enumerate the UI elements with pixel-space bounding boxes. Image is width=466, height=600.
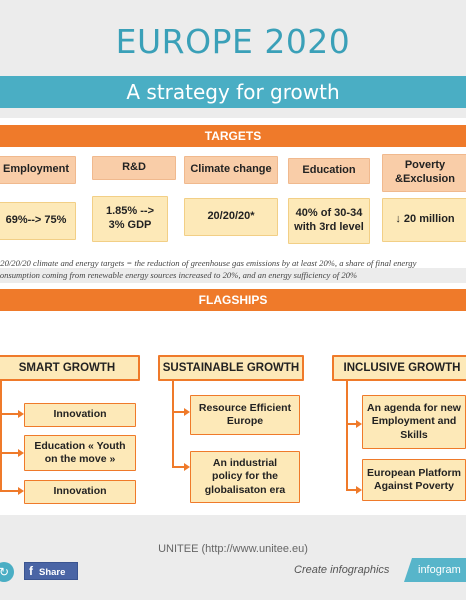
targets-panel: TARGETS Employment R&D Climate change Ed…	[0, 118, 466, 268]
facebook-icon: f	[29, 564, 33, 578]
inclusive-item-platform: European Platform Against Poverty	[362, 459, 466, 501]
flagships-band: FLAGSHIPS	[0, 289, 466, 311]
page-title: EUROPE 2020	[115, 22, 351, 61]
target-employment-value: 69%--> 75%	[0, 202, 76, 240]
smart-connector-2	[0, 452, 18, 454]
footnote-line-1: *20/20/20 climate and energy targets = t…	[0, 258, 417, 268]
targets-footnote: *20/20/20 climate and energy targets = t…	[0, 257, 466, 281]
smart-item-education: Education « Youth on the move »	[24, 435, 136, 471]
target-education-heading: Education	[288, 158, 370, 184]
target-education-value: 40% of 30-34 with 3rd level	[288, 198, 370, 244]
target-poverty-heading: Poverty &Exclusion	[382, 154, 466, 192]
smart-growth-header: SMART GROWTH	[0, 355, 140, 381]
footnote-line-2: consumption coming from renewable energy…	[0, 270, 358, 280]
sustainable-growth-header: SUSTAINABLE GROWTH	[158, 355, 304, 381]
inclusive-connector-2	[346, 489, 356, 491]
smart-connector-vertical	[0, 381, 2, 491]
smart-item-innovation: Innovation	[24, 403, 136, 427]
subtitle-banner: A strategy for growth	[0, 76, 466, 108]
source-credit: UNITEE (http://www.unitee.eu)	[158, 543, 308, 555]
share-button-label: Share	[39, 567, 66, 578]
smart-connector-1	[0, 413, 18, 415]
footer-bar: ↻ f Share Create infographics infogram	[0, 556, 466, 600]
inclusive-connector-1	[346, 423, 356, 425]
target-climate-value: 20/20/20*	[184, 198, 278, 236]
inclusive-arrow-1	[356, 420, 362, 428]
infogram-badge[interactable]: infogram	[404, 558, 466, 582]
targets-band: TARGETS	[0, 125, 466, 147]
target-rd-heading: R&D	[92, 156, 176, 180]
smart-arrow-3	[18, 487, 24, 495]
smart-arrow-2	[18, 449, 24, 457]
sustainable-item-resource: Resource Efficient Europe	[190, 395, 300, 435]
flagships-panel: FLAGSHIPS SMART GROWTH SUSTAINABLE GROWT…	[0, 283, 466, 515]
share-icon[interactable]: ↻	[0, 562, 14, 582]
inclusive-arrow-2	[356, 486, 362, 494]
smart-arrow-1	[18, 410, 24, 418]
inclusive-item-agenda: An agenda for new Employment and Skills	[362, 395, 466, 449]
sustainable-arrow-2	[184, 463, 190, 471]
sustainable-connector-1	[172, 411, 184, 413]
sustainable-arrow-1	[184, 408, 190, 416]
inclusive-growth-header: INCLUSIVE GROWTH	[332, 355, 466, 381]
inclusive-connector-vertical	[346, 381, 348, 491]
target-employment-heading: Employment	[0, 156, 76, 184]
sustainable-item-industrial: An industrial policy for the globalisato…	[190, 451, 300, 503]
target-rd-value: 1.85% --> 3% GDP	[92, 196, 168, 242]
sustainable-connector-2	[172, 466, 184, 468]
smart-connector-3	[0, 490, 18, 492]
smart-item-innovation-2: Innovation	[24, 480, 136, 504]
target-poverty-value: ↓ 20 million	[382, 198, 466, 242]
create-infographics-link[interactable]: Create infographics	[294, 564, 390, 576]
target-climate-heading: Climate change	[184, 156, 278, 184]
sustainable-connector-vertical	[172, 381, 174, 467]
facebook-share-button[interactable]: f Share	[24, 562, 78, 580]
